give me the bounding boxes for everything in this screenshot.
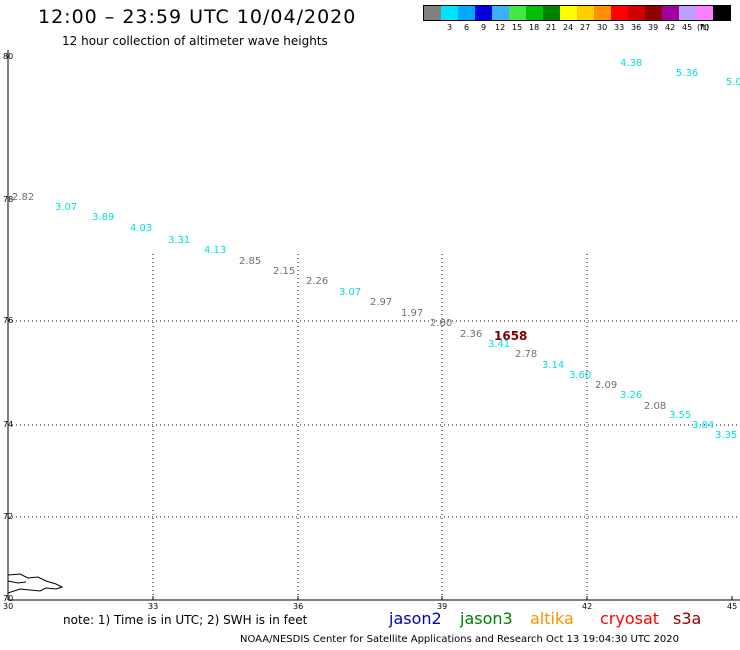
- legend-swatch: [492, 6, 509, 20]
- wave-height-label: 3.89: [92, 212, 115, 223]
- lat-label-72: 72: [3, 512, 14, 521]
- wave-height-label: 2.26: [306, 276, 329, 287]
- lat-label-80: 80: [3, 52, 14, 61]
- legend-swatch: [645, 6, 662, 20]
- coastline: [7, 573, 64, 594]
- legend-label: 12: [495, 23, 506, 32]
- wave-height-label: 3.60: [569, 370, 592, 381]
- footer-note: note: 1) Time is in UTC; 2) SWH is in fe…: [63, 613, 308, 627]
- lon-label-45: 45: [727, 602, 738, 611]
- legend-swatch: [424, 6, 441, 20]
- wave-height-label: 5.0: [726, 77, 740, 88]
- wave-height-label: 3.31: [168, 235, 191, 246]
- legend-swatch: [543, 6, 560, 20]
- wave-height-label: 4.38: [620, 58, 643, 69]
- satellite-label-altika: altika: [530, 609, 574, 628]
- wave-height-label: 2.85: [239, 256, 262, 267]
- legend-swatch: [679, 6, 696, 20]
- lon-label-42: 42: [582, 602, 593, 611]
- legend-label: 9: [481, 23, 487, 32]
- wave-height-label: 1.97: [401, 308, 424, 319]
- legend-swatch: [475, 6, 492, 20]
- wave-height-label: 3.07: [55, 202, 78, 213]
- legend-swatch: [628, 6, 645, 20]
- legend-label: 33: [614, 23, 625, 32]
- lon-label-30: 30: [3, 602, 14, 611]
- legend-swatch: [611, 6, 628, 20]
- wave-height-label: 5.36: [676, 68, 699, 79]
- color-legend: 3 6 9 12 15 18 21 24 27 30 33 36 39 42 45 70 (ft): [423, 5, 731, 35]
- satellite-label-s3a: s3a: [673, 609, 702, 628]
- legend-label: 27: [580, 23, 591, 32]
- wave-height-label: 4.13: [204, 245, 227, 256]
- legend-swatch: [441, 6, 458, 20]
- wave-height-label: 2.82: [12, 192, 35, 203]
- legend-unit: (ft): [697, 23, 710, 32]
- satellite-label-jason3: jason3: [460, 609, 513, 628]
- page-title: 12:00 – 23:59 UTC 10/04/2020: [38, 6, 357, 28]
- legend-label: 15: [512, 23, 523, 32]
- legend-swatch: [458, 6, 475, 20]
- wave-height-label: 2.97: [370, 297, 393, 308]
- legend-swatch: [662, 6, 679, 20]
- satellite-label-cryosat: cryosat: [600, 609, 660, 628]
- lat-label-76: 76: [3, 316, 14, 325]
- wave-height-label: 3.41: [488, 339, 511, 350]
- legend-label: 70: [699, 23, 710, 32]
- legend-swatches: [423, 5, 731, 21]
- credit-line: NOAA/NESDIS Center for Satellite Applica…: [240, 634, 679, 645]
- lat-label-70: 70: [3, 594, 14, 603]
- legend-label: 39: [648, 23, 659, 32]
- wave-height-label: 2.15: [273, 266, 296, 277]
- legend-swatch: [696, 6, 713, 20]
- lat-label-78: 78: [3, 195, 14, 204]
- legend-labels: 3 6 9 12 15 18 21 24 27 30 33 36 39 42 45 70 (ft): [423, 21, 731, 35]
- lat-label-74: 74: [3, 420, 14, 429]
- legend-label: 3: [447, 23, 453, 32]
- wave-height-label: 2.09: [595, 380, 618, 391]
- page-subtitle: 12 hour collection of altimeter wave hei…: [62, 34, 328, 48]
- wave-height-label: 2.60: [430, 318, 453, 329]
- coastline-inlet: [7, 580, 27, 584]
- lon-label-33: 33: [148, 602, 159, 611]
- wave-height-label: 2.78: [515, 349, 538, 360]
- legend-swatch: [560, 6, 577, 20]
- satellite-label-jason2: jason2: [389, 609, 442, 628]
- legend-label: 45: [682, 23, 693, 32]
- wave-height-label: 3.26: [620, 390, 643, 401]
- legend-label: 24: [563, 23, 574, 32]
- wave-height-label: 2.08: [644, 401, 667, 412]
- lon-label-36: 36: [293, 602, 304, 611]
- legend-swatch: [526, 6, 543, 20]
- legend-swatch: [713, 6, 730, 20]
- wave-height-label: 3.55: [669, 410, 692, 421]
- wave-height-label: 1658: [494, 329, 528, 343]
- legend-label: 36: [631, 23, 642, 32]
- lon-label-39: 39: [437, 602, 448, 611]
- legend-label: 6: [464, 23, 470, 32]
- wave-height-label: 3.14: [542, 360, 565, 371]
- legend-label: 18: [529, 23, 540, 32]
- legend-swatch: [509, 6, 526, 20]
- wave-height-label: 3.35: [715, 430, 738, 441]
- legend-label: 21: [546, 23, 557, 32]
- legend-label: 30: [597, 23, 608, 32]
- wave-height-label: 2.36: [460, 329, 483, 340]
- legend-swatch: [577, 6, 594, 20]
- wave-height-label: 3.07: [339, 287, 362, 298]
- wave-height-label: 3.84: [692, 420, 715, 431]
- legend-swatch: [594, 6, 611, 20]
- legend-label: 42: [665, 23, 676, 32]
- wave-height-label: 4.03: [130, 223, 153, 234]
